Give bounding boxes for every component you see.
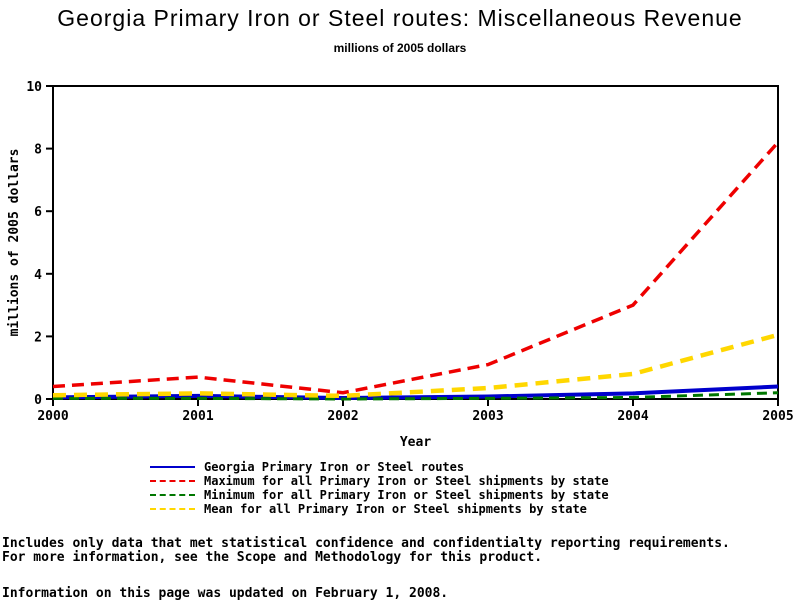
legend-item-georgia: Georgia Primary Iron or Steel routes — [150, 460, 609, 474]
legend-label-maximum: Maximum for all Primary Iron or Steel sh… — [204, 474, 609, 488]
line-chart: 2000 2001 2002 2003 2004 2005 0 2 4 6 8 10 millions … — [7, 80, 794, 450]
x-tick-label: 2000 — [37, 409, 68, 424]
y-tick-label: 6 — [34, 205, 42, 220]
chart-title: Georgia Primary Iron or Steel routes: Mi… — [57, 5, 743, 31]
legend-line-maximum — [150, 480, 195, 482]
legend-label-georgia: Georgia Primary Iron or Steel routes — [204, 460, 465, 474]
series-line-3 — [52, 332, 779, 399]
x-tick-label: 2002 — [327, 409, 358, 424]
legend-line-georgia — [150, 466, 195, 468]
y-tick-label: 4 — [34, 268, 42, 283]
series-line-1 — [52, 141, 780, 395]
chart-legend: Georgia Primary Iron or Steel routes Max… — [150, 460, 609, 516]
y-axis-label: millions of 2005 dollars — [7, 149, 22, 337]
series-line-0 — [52, 384, 779, 401]
y-tick-label: 8 — [34, 143, 42, 158]
x-tick-label: 2005 — [762, 409, 793, 424]
x-tick-label: 2003 — [472, 409, 503, 424]
legend-label-minimum: Minimum for all Primary Iron or Steel sh… — [204, 488, 609, 502]
y-tick-label: 2 — [34, 330, 42, 345]
plot-frame — [52, 85, 779, 400]
y-tick-label: 0 — [34, 393, 42, 408]
series-line-2 — [53, 391, 779, 401]
legend-item-maximum: Maximum for all Primary Iron or Steel sh… — [150, 474, 609, 488]
legend-item-mean: Mean for all Primary Iron or Steel shipm… — [150, 502, 609, 516]
footnote-updated: Information on this page was updated on … — [2, 586, 449, 601]
footnote-confidence: Includes only data that met statistical … — [2, 536, 730, 551]
legend-label-mean: Mean for all Primary Iron or Steel shipm… — [204, 502, 587, 516]
x-tick-label: 2001 — [182, 409, 213, 424]
legend-item-minimum: Minimum for all Primary Iron or Steel sh… — [150, 488, 609, 502]
y-tick-label: 10 — [26, 80, 42, 95]
footnote-scope: For more information, see the Scope and … — [2, 550, 543, 565]
chart-subtitle: millions of 2005 dollars — [333, 41, 467, 55]
legend-line-mean — [150, 508, 195, 510]
x-axis-label: Year — [400, 435, 431, 450]
x-tick-label: 2004 — [617, 409, 648, 424]
legend-line-minimum — [150, 494, 195, 496]
